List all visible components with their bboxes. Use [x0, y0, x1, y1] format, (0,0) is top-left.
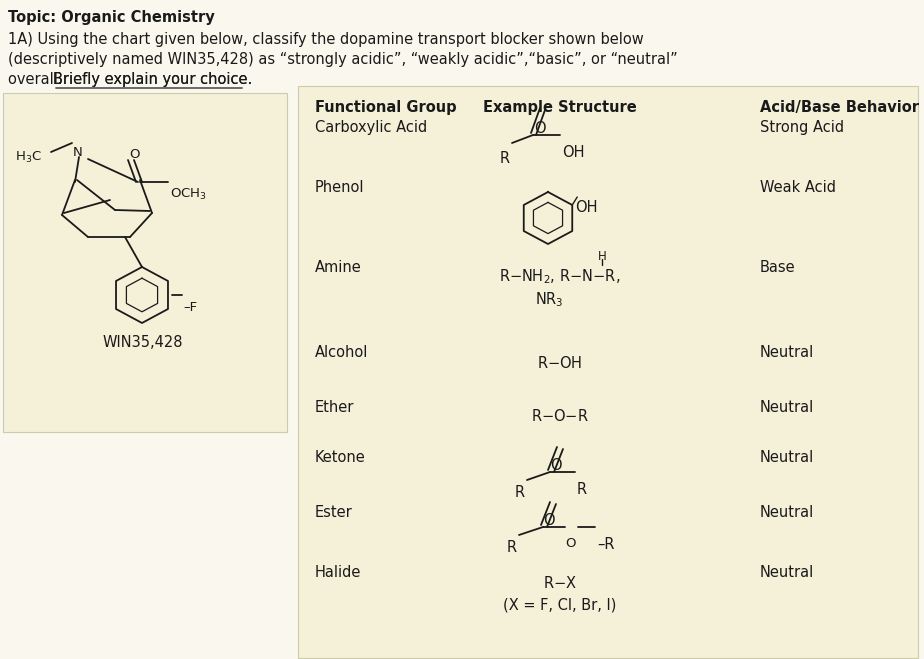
Text: Example Structure: Example Structure [483, 100, 637, 115]
Text: WIN35,428: WIN35,428 [103, 335, 183, 350]
Text: Ketone: Ketone [315, 450, 366, 465]
Text: Phenol: Phenol [315, 180, 364, 195]
Text: OH: OH [562, 145, 585, 160]
Text: R: R [577, 482, 587, 497]
Text: Acid/Base Behavior: Acid/Base Behavior [760, 100, 919, 115]
Text: OH: OH [576, 200, 598, 215]
Text: Neutral: Neutral [760, 565, 814, 580]
Text: O: O [550, 458, 562, 473]
Text: N: N [73, 146, 83, 159]
Text: Ester: Ester [315, 505, 353, 520]
Text: Base: Base [760, 260, 796, 275]
Text: Strong Acid: Strong Acid [760, 120, 845, 135]
Text: Amine: Amine [315, 260, 362, 275]
Text: (X = F, Cl, Br, I): (X = F, Cl, Br, I) [504, 597, 616, 612]
Text: NR$_3$: NR$_3$ [535, 290, 564, 308]
Text: O: O [543, 513, 554, 528]
Text: Ether: Ether [315, 400, 355, 415]
Text: Briefly explain your choice.: Briefly explain your choice. [53, 72, 252, 87]
Text: R$-$OH: R$-$OH [537, 355, 583, 371]
Text: Alcohol: Alcohol [315, 345, 369, 360]
Text: O: O [565, 537, 577, 550]
Text: R$-$NH$_2$, R$-$N$-$R,: R$-$NH$_2$, R$-$N$-$R, [499, 267, 621, 286]
Text: Topic: Organic Chemistry: Topic: Organic Chemistry [8, 10, 214, 25]
Text: Functional Group: Functional Group [315, 100, 456, 115]
FancyBboxPatch shape [3, 93, 287, 432]
Text: Neutral: Neutral [760, 400, 814, 415]
Text: OCH$_3$: OCH$_3$ [170, 187, 207, 202]
Text: Neutral: Neutral [760, 450, 814, 465]
Text: O: O [129, 148, 140, 161]
Text: R$-$O$-$R: R$-$O$-$R [531, 408, 589, 424]
Text: Neutral: Neutral [760, 505, 814, 520]
Text: Neutral: Neutral [760, 345, 814, 360]
Text: H$_3$C: H$_3$C [15, 150, 42, 165]
FancyBboxPatch shape [298, 86, 918, 658]
Text: R$-$X: R$-$X [543, 575, 577, 591]
Text: –R: –R [597, 537, 614, 552]
Text: Halide: Halide [315, 565, 361, 580]
Text: Weak Acid: Weak Acid [760, 180, 836, 195]
Text: O: O [534, 121, 546, 136]
Text: H: H [598, 250, 606, 263]
Text: 1A) Using the chart given below, classify the dopamine transport blocker shown b: 1A) Using the chart given below, classif… [8, 32, 644, 47]
Text: overall.: overall. [8, 72, 67, 87]
Text: R: R [500, 151, 510, 166]
Text: R: R [507, 540, 517, 555]
Text: Carboxylic Acid: Carboxylic Acid [315, 120, 427, 135]
Text: R: R [515, 485, 525, 500]
Text: (descriptively named WIN35,428) as “strongly acidic”, “weakly acidic”,“basic”, o: (descriptively named WIN35,428) as “stro… [8, 52, 677, 67]
Text: –F: –F [183, 301, 197, 314]
Text: Briefly explain your choice.: Briefly explain your choice. [53, 72, 252, 87]
